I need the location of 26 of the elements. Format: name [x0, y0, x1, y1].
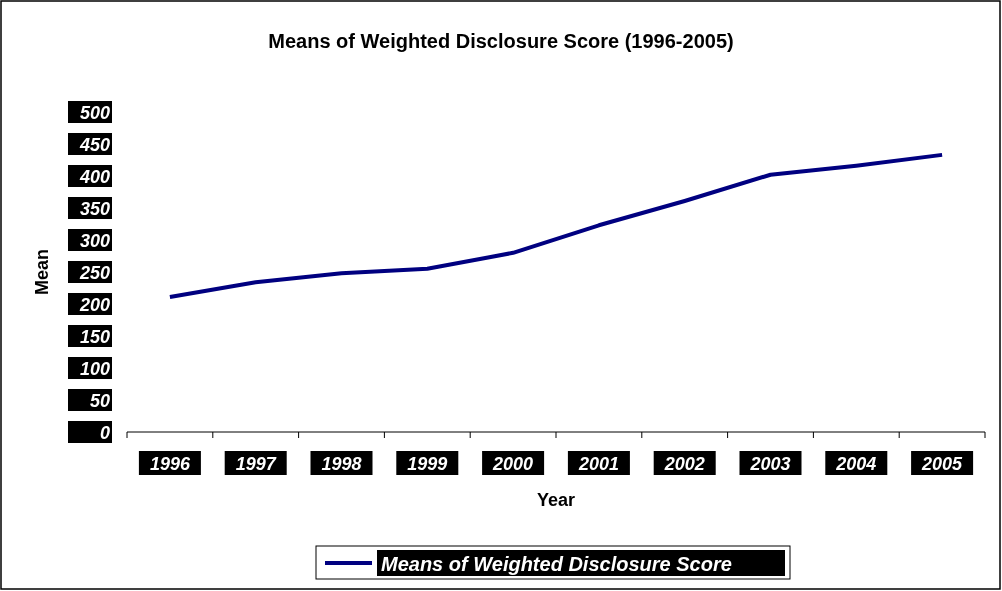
- x-tick-label: 2005: [921, 454, 964, 474]
- x-tick-label: 1996: [149, 454, 191, 474]
- y-tick-label: 150: [79, 327, 110, 347]
- y-tick-label: 200: [78, 295, 110, 315]
- y-axis-title: Mean: [32, 248, 52, 296]
- line-series: [167, 152, 945, 299]
- legend-label: Means of Weighted Disclosure Score: [381, 553, 732, 575]
- y-tick-label: 350: [79, 199, 110, 219]
- y-tick-label: 50: [89, 391, 110, 411]
- y-tick-label: 250: [78, 263, 110, 283]
- y-tick-label: 500: [79, 103, 110, 123]
- y-tick-label: 450: [78, 135, 110, 155]
- y-tick-label: 0: [99, 423, 110, 443]
- x-tick-label: 2001: [577, 454, 619, 474]
- x-axis-title: Year: [536, 490, 576, 510]
- x-tick-label: 1998: [321, 454, 362, 474]
- x-tick-label: 1999: [407, 454, 448, 474]
- y-tick-label: 400: [78, 167, 110, 187]
- x-tick-label: 2002: [663, 454, 705, 474]
- x-tick-label: 1997: [235, 454, 277, 474]
- x-tick-label: 2003: [749, 454, 791, 474]
- x-tick-label: 2004: [835, 454, 877, 474]
- chart-title: Means of Weighted Disclosure Score (1996-2005): [268, 30, 734, 52]
- y-tick-label: 100: [79, 359, 110, 379]
- x-tick-label: 2000: [492, 454, 534, 474]
- y-tick-label: 300: [79, 231, 110, 251]
